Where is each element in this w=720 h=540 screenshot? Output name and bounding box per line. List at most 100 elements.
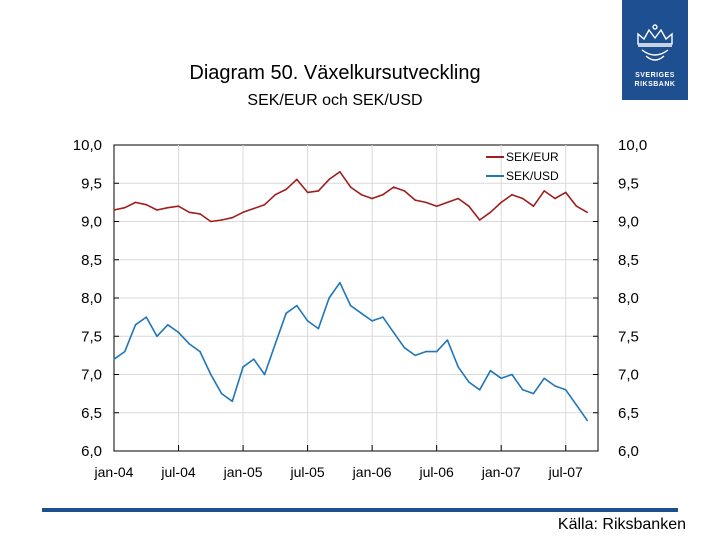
data-point-sek-usd: [253, 358, 255, 361]
x-tick-label: jan-05: [223, 464, 263, 480]
data-point-sek-eur: [349, 186, 352, 188]
data-point-sek-eur: [382, 193, 384, 196]
data-point-sek-eur: [446, 201, 449, 204]
y-tick-label-left: 8,0: [81, 290, 102, 307]
data-point-sek-eur: [123, 206, 126, 209]
data-point-sek-eur: [177, 205, 180, 207]
y-tick-label-right: 10,0: [618, 137, 647, 154]
data-point-sek-usd: [188, 343, 191, 345]
x-tick-label: jan-06: [352, 464, 392, 480]
data-point-sek-usd: [425, 350, 427, 353]
data-point-sek-usd: [220, 392, 223, 395]
data-point-sek-usd: [543, 377, 546, 380]
data-point-sek-usd: [360, 312, 363, 315]
y-tick-label-left: 10,0: [73, 137, 102, 154]
data-point-sek-eur: [166, 206, 169, 209]
x-tick-label: jul-06: [419, 464, 454, 480]
source-note: Källa: Riksbanken: [557, 516, 686, 533]
data-point-sek-usd: [306, 320, 309, 322]
data-point-sek-eur: [263, 203, 266, 206]
data-point-sek-eur: [414, 199, 416, 201]
y-tick-label-left: 6,0: [81, 443, 102, 460]
data-point-sek-eur: [371, 197, 373, 200]
y-tick-label-left: 8,5: [81, 252, 102, 269]
data-point-sek-usd: [511, 373, 513, 376]
data-point-sek-eur: [328, 178, 330, 181]
data-point-sek-eur: [285, 188, 287, 191]
data-point-sek-eur: [500, 201, 503, 204]
data-point-sek-usd: [296, 304, 298, 307]
data-point-sek-usd: [554, 385, 556, 387]
x-tick-label: jan-07: [481, 464, 521, 480]
data-point-sek-eur: [145, 203, 148, 206]
logo-text-line2: RIKSBANK: [634, 81, 676, 88]
data-point-sek-usd: [328, 297, 330, 299]
data-point-sek-eur: [339, 170, 341, 173]
data-point-sek-eur: [457, 197, 459, 200]
data-point-sek-usd: [166, 323, 169, 326]
x-tick-label: jan-04: [94, 464, 134, 480]
y-tick-label-right: 8,5: [618, 252, 639, 269]
x-tick-label: jul-05: [289, 464, 324, 480]
data-point-sek-usd: [489, 369, 492, 372]
data-point-sek-eur: [188, 211, 191, 214]
data-point-sek-eur: [296, 178, 298, 181]
data-point-sek-usd: [210, 373, 212, 376]
data-point-sek-usd: [231, 400, 234, 403]
data-point-sek-eur: [134, 201, 137, 204]
data-point-sek-eur: [532, 205, 535, 207]
y-tick-label-right: 8,0: [618, 290, 639, 307]
data-point-sek-eur: [521, 197, 524, 200]
data-point-sek-eur: [575, 205, 578, 207]
data-point-sek-usd: [134, 323, 137, 326]
data-point-sek-usd: [575, 404, 578, 406]
chart-subtitle: SEK/EUR och SEK/USD: [247, 92, 423, 109]
data-point-sek-eur: [564, 191, 567, 194]
data-point-sek-eur: [317, 190, 320, 192]
y-tick-label-right: 6,0: [618, 443, 639, 460]
y-tick-label-left: 7,5: [81, 328, 102, 345]
data-point-sek-eur: [306, 191, 309, 194]
data-point-sek-usd: [468, 381, 470, 383]
data-point-sek-eur: [468, 205, 470, 207]
data-point-sek-eur: [543, 190, 546, 192]
crown-emblem-icon: [637, 24, 673, 61]
data-point-sek-eur: [403, 190, 406, 192]
data-point-sek-usd: [478, 389, 481, 391]
data-point-sek-eur: [425, 201, 427, 204]
data-point-sek-usd: [532, 392, 535, 395]
data-point-sek-usd: [113, 358, 115, 361]
data-point-sek-eur: [478, 219, 481, 221]
data-point-sek-eur: [242, 211, 244, 214]
data-point-sek-usd: [339, 281, 341, 284]
data-point-sek-usd: [156, 335, 158, 338]
y-tick-label-left: 9,0: [81, 214, 102, 231]
data-point-sek-usd: [177, 331, 180, 334]
data-point-sek-usd: [392, 331, 395, 334]
data-point-sek-usd: [586, 419, 589, 422]
y-tick-label-left: 6,5: [81, 405, 102, 422]
data-point-sek-eur: [156, 209, 158, 211]
y-tick-label-right: 7,5: [618, 328, 639, 345]
y-tick-label-right: 7,0: [618, 367, 639, 384]
data-point-sek-eur: [511, 193, 513, 196]
data-point-sek-usd: [446, 339, 449, 341]
data-point-sek-usd: [521, 389, 524, 391]
data-point-sek-eur: [554, 197, 556, 200]
data-point-sek-usd: [349, 304, 352, 307]
data-point-sek-usd: [435, 350, 438, 353]
data-point-sek-usd: [371, 320, 373, 322]
data-point-sek-eur: [199, 213, 201, 215]
data-point-sek-usd: [242, 366, 244, 368]
data-point-sek-usd: [123, 350, 126, 353]
data-point-sek-eur: [220, 219, 223, 221]
series-line-sek-usd: [113, 281, 588, 421]
data-point-sek-usd: [274, 343, 277, 345]
riksbank-logo: SVERIGES RIKSBANK: [622, 0, 688, 100]
chart-title: Diagram 50. Växelkursutveckling: [189, 62, 481, 84]
x-tick-label: jul-07: [548, 464, 583, 480]
data-point-sek-eur: [360, 193, 363, 196]
footer-rule: [42, 508, 678, 512]
data-point-sek-eur: [435, 205, 438, 207]
data-point-sek-usd: [199, 350, 201, 353]
